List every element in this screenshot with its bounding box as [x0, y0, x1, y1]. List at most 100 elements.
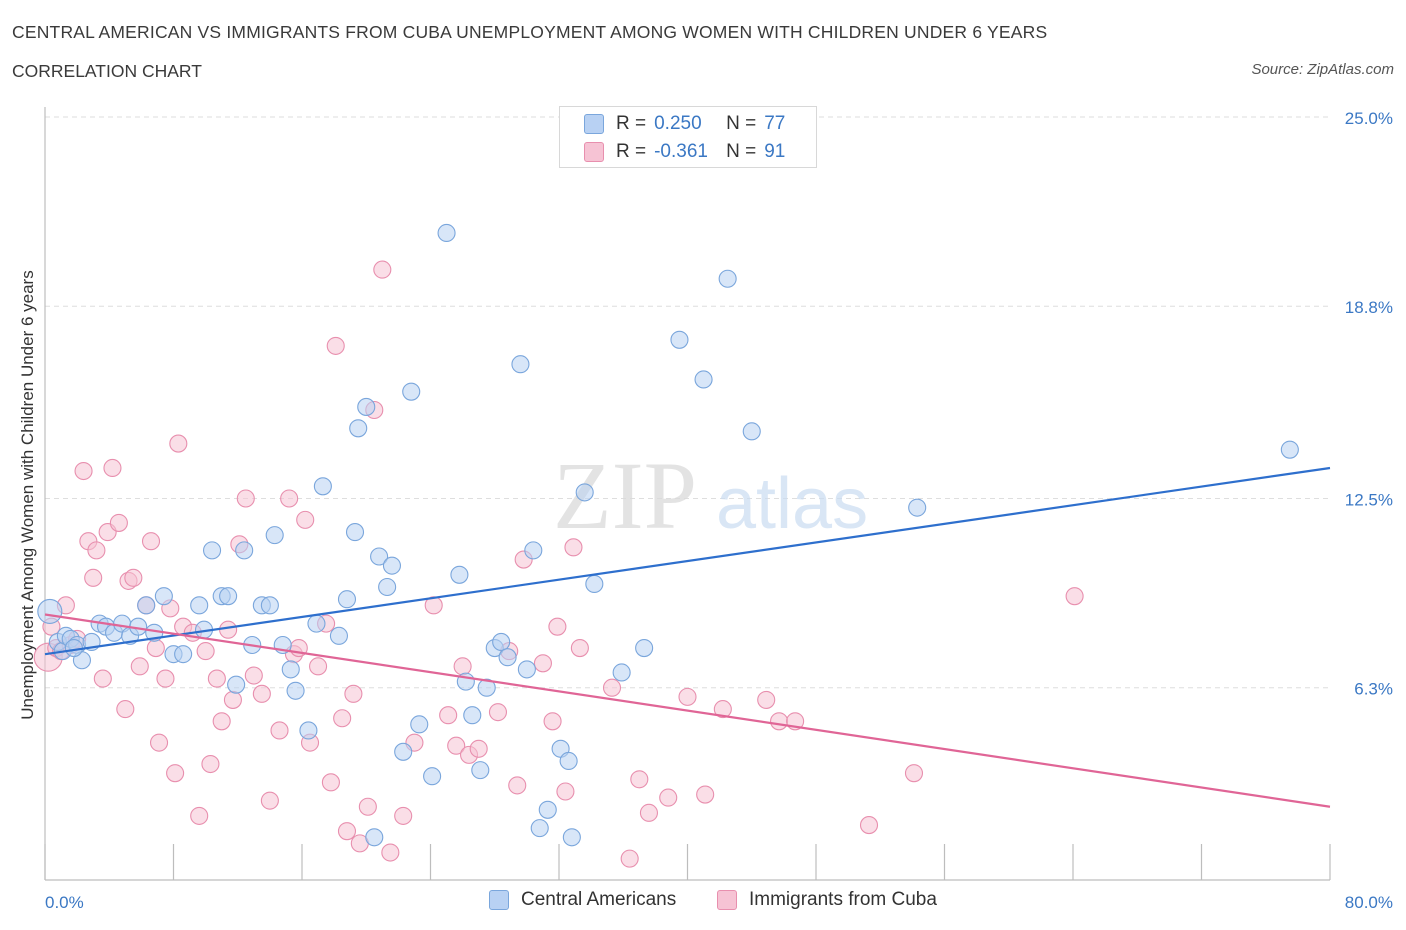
data-point-cuba [103, 458, 122, 478]
data-point-central-american [742, 422, 761, 441]
data-point-cuba [439, 706, 458, 725]
data-point-cuba [543, 712, 562, 731]
data-point-central-american [423, 767, 442, 786]
data-point-cuba [548, 617, 567, 636]
data-point-central-american [524, 541, 543, 560]
data-point-cuba [87, 541, 106, 560]
legend-r-label: R = [616, 141, 647, 162]
data-point-central-american [694, 370, 713, 389]
data-point-central-american [190, 596, 209, 615]
data-point-cuba [630, 770, 649, 789]
trend-line-central-americans [44, 466, 1331, 656]
data-point-cuba [373, 260, 392, 279]
data-point-cuba [130, 657, 149, 676]
y-tick-label: 6.3% [1354, 680, 1393, 699]
legend-label: Immigrants from Cuba [749, 889, 937, 910]
legend-n-label: N = [726, 113, 757, 134]
data-point-cuba [904, 764, 924, 783]
data-point-central-american [345, 523, 365, 542]
data-point-central-american [329, 626, 348, 645]
data-point-cuba [244, 666, 263, 685]
data-point-cuba [212, 712, 231, 731]
legend-swatch-blue [584, 114, 604, 134]
data-point-cuba [659, 788, 678, 807]
data-point-cuba [602, 678, 622, 697]
x-tick-label: 0.0% [45, 893, 84, 912]
data-point-cuba [564, 538, 583, 557]
data-point-central-american [382, 556, 402, 575]
data-point-cuba [570, 638, 589, 658]
legend-row-immigrants-from-cuba: R = -0.361 N = 91 [584, 139, 785, 165]
data-point-cuba [639, 803, 659, 822]
data-point-cuba [149, 733, 169, 752]
data-point-central-american [370, 547, 389, 566]
data-point-cuba [556, 782, 575, 801]
data-point-central-american [477, 678, 496, 697]
data-point-cuba [394, 806, 413, 825]
data-point-central-american [337, 590, 357, 609]
data-point-cuba [156, 669, 175, 688]
data-point-cuba [141, 532, 161, 551]
legend-n-value: 77 [764, 113, 786, 134]
legend-item-central-americans: Central Americans [489, 889, 676, 911]
data-point-cuba [190, 806, 209, 825]
data-point-cuba [93, 669, 112, 688]
data-point-central-american [437, 223, 456, 243]
watermark-zip: ZIP [553, 442, 697, 549]
data-point-cuba [207, 669, 226, 688]
data-point-cuba [770, 712, 789, 731]
data-point-cuba [713, 700, 732, 719]
data-point-cuba [381, 843, 400, 862]
data-point-cuba [219, 620, 238, 639]
trend-line-immigrants-from-cuba [44, 613, 1331, 808]
data-point-central-american [635, 638, 654, 658]
data-point-cuba [321, 773, 340, 792]
data-point-central-american [511, 355, 530, 374]
legend-row-central-americans: R = 0.250 N = 77 [584, 111, 785, 137]
data-point-cuba [309, 657, 328, 676]
legend-n-label: N = [726, 141, 757, 162]
data-point-central-american [450, 565, 469, 584]
legend-label: Central Americans [521, 889, 677, 910]
data-point-cuba [333, 709, 352, 728]
data-point-central-american [718, 269, 737, 288]
tick-labels: 6.3% 12.5% 18.8% 25.0% 0.0% 80.0% [45, 109, 1393, 912]
data-point-central-american [498, 648, 517, 667]
data-point-central-american [612, 663, 631, 682]
watermark-atlas: atlas [716, 464, 868, 544]
data-point-central-american [137, 596, 156, 615]
x-tick-label: 80.0% [1345, 893, 1393, 912]
data-point-cuba [678, 687, 697, 706]
data-point-cuba [270, 721, 289, 740]
legend-swatch-blue [489, 890, 509, 910]
data-point-cuba [358, 797, 377, 816]
data-point-central-american [281, 660, 300, 679]
data-point-central-american [530, 819, 549, 838]
data-point-central-american [203, 541, 222, 560]
legend-item-immigrants-from-cuba: Immigrants from Cuba [717, 889, 937, 911]
data-point-cuba [757, 690, 776, 709]
data-point-central-american [562, 828, 581, 847]
legend-swatch-pink [584, 142, 604, 162]
data-point-cuba [326, 336, 345, 355]
data-point-central-american [463, 706, 482, 725]
y-tick-label: 25.0% [1345, 109, 1393, 128]
grid-lines [45, 116, 1330, 689]
data-point-cuba [124, 568, 143, 587]
data-point-central-american [37, 598, 63, 624]
data-point-cuba [488, 703, 508, 722]
data-point-cuba [508, 776, 527, 795]
data-point-central-american [402, 382, 421, 401]
data-point-cuba [469, 739, 488, 758]
data-point-cuba [344, 684, 363, 703]
source-credit: Source: ZipAtlas.com [1251, 61, 1394, 78]
data-point-cuba [201, 754, 220, 774]
legend-swatch-pink [717, 890, 737, 910]
data-point-central-american [365, 828, 384, 847]
data-point-central-american [670, 330, 689, 349]
data-point-cuba [280, 489, 299, 508]
data-point-cuba [252, 684, 271, 703]
data-point-cuba [296, 510, 315, 529]
data-point-cuba [236, 489, 255, 508]
